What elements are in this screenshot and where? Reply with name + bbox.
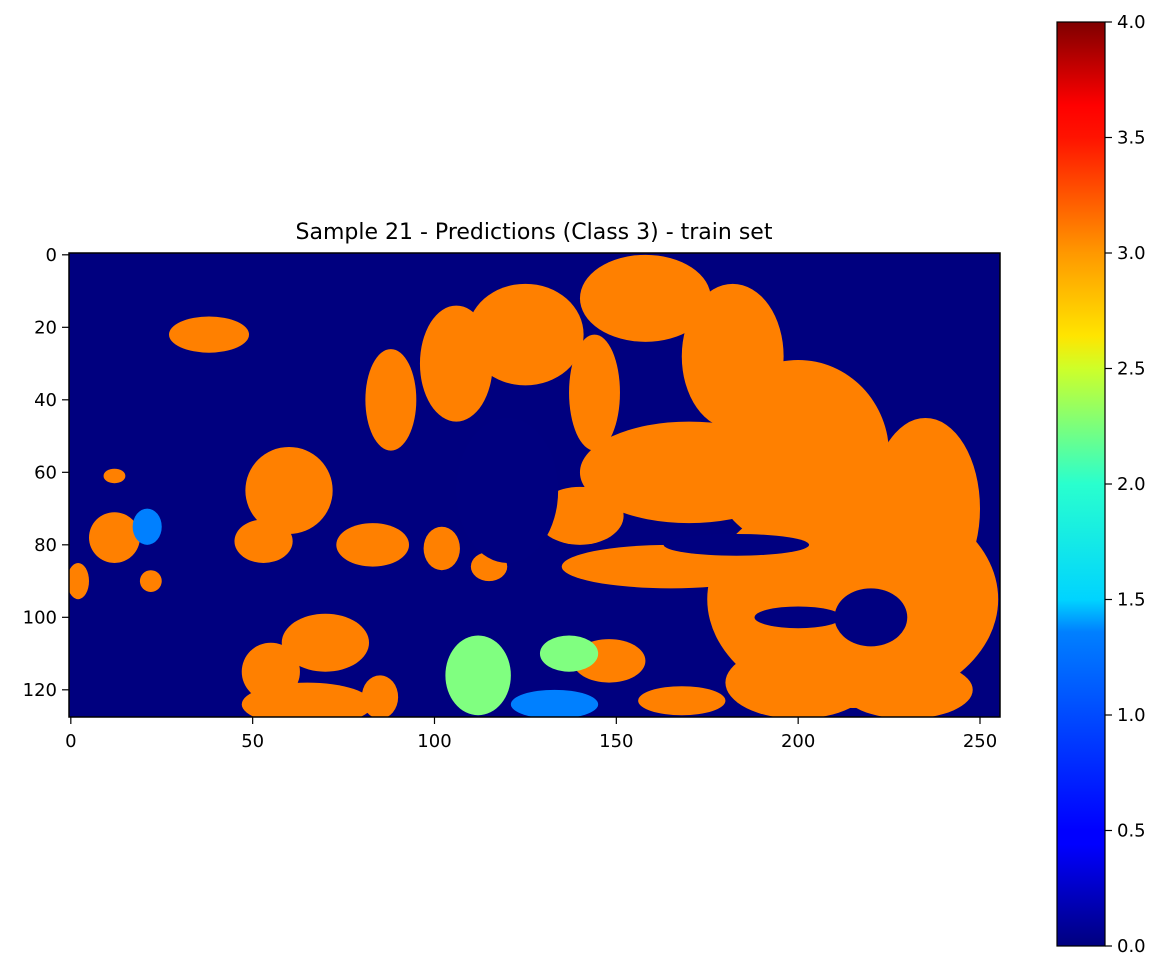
heatmap-region-30 <box>638 686 726 716</box>
heatmap-region-6 <box>245 446 333 534</box>
colorbar-tick-label: 4.0 <box>1117 12 1146 33</box>
chart-title: Sample 21 - Predictions (Class 3) - trai… <box>296 220 773 245</box>
heatmap-region-33 <box>539 635 599 672</box>
y-axis: 0 20 40 60 80 100 120 <box>23 245 69 701</box>
heatmap-region-11 <box>365 349 417 451</box>
colorbar-tick-label: 2.0 <box>1117 474 1146 495</box>
heatmap-region-23 <box>725 646 871 717</box>
heatmap-region-1 <box>132 508 162 545</box>
heatmap-region-32 <box>510 689 599 717</box>
y-tick-label: 100 <box>23 607 57 628</box>
heatmap-regions <box>69 254 999 717</box>
colorbar-tick-label: 0.5 <box>1117 821 1146 842</box>
heatmap-region-7 <box>169 316 250 353</box>
x-tick-label: 200 <box>781 731 815 752</box>
heatmap-region-37 <box>754 606 842 629</box>
heatmap-region-22 <box>870 417 980 600</box>
heatmap-region-35 <box>663 533 810 556</box>
heatmap-region-18 <box>579 421 799 524</box>
heatmap-region-14 <box>569 334 620 451</box>
colorbar: 0.0 0.5 1.0 1.5 2.0 2.5 3.0 3.5 4.0 <box>1056 12 1146 957</box>
heatmap-region-25 <box>281 613 370 672</box>
heatmap-region-3 <box>69 562 89 600</box>
colorbar-gradient <box>1056 21 1106 947</box>
heatmap-region-24 <box>841 660 973 717</box>
heatmap-region-0 <box>89 512 140 563</box>
x-tick-label: 0 <box>65 731 76 752</box>
heatmap-region-34 <box>456 417 559 563</box>
y-tick-label: 40 <box>34 390 57 411</box>
heatmap-region-15 <box>579 254 711 342</box>
heatmap-region-27 <box>241 682 373 717</box>
colorbar-tick-label: 3.0 <box>1117 243 1146 264</box>
heatmap-region-9 <box>423 526 460 571</box>
x-tick-label: 100 <box>417 731 451 752</box>
heatmap-region-4 <box>139 570 162 592</box>
heatmap-region-31 <box>445 635 511 716</box>
x-tick-label: 250 <box>963 731 997 752</box>
heatmap-region-28 <box>361 675 399 717</box>
plot-frame <box>68 252 1001 718</box>
y-tick-label: 20 <box>34 317 57 338</box>
heatmap-plot <box>68 252 1001 718</box>
y-tick-label: 80 <box>34 535 57 556</box>
heatmap-region-2 <box>103 468 126 484</box>
colorbar-tick-label: 1.0 <box>1117 705 1146 726</box>
y-tick-label: 0 <box>46 245 57 266</box>
y-tick-label: 60 <box>34 462 57 483</box>
colorbar-tick-label: 3.5 <box>1117 128 1146 149</box>
heatmap-region-19 <box>536 486 624 545</box>
colorbar-tick-label: 1.5 <box>1117 590 1146 611</box>
x-tick-label: 50 <box>241 731 264 752</box>
x-tick-label: 150 <box>599 731 633 752</box>
heatmap-region-36 <box>834 588 908 647</box>
heatmap-region-13 <box>467 283 584 386</box>
colorbar-ticks: 0.0 0.5 1.0 1.5 2.0 2.5 3.0 3.5 4.0 <box>1105 12 1146 957</box>
colorbar-tick-label: 0.0 <box>1117 936 1146 957</box>
colorbar-tick-label: 2.5 <box>1117 359 1146 380</box>
heatmap-region-8 <box>336 523 410 567</box>
x-axis: 0 50 100 150 200 250 <box>65 717 997 752</box>
y-tick-label: 120 <box>23 680 57 701</box>
